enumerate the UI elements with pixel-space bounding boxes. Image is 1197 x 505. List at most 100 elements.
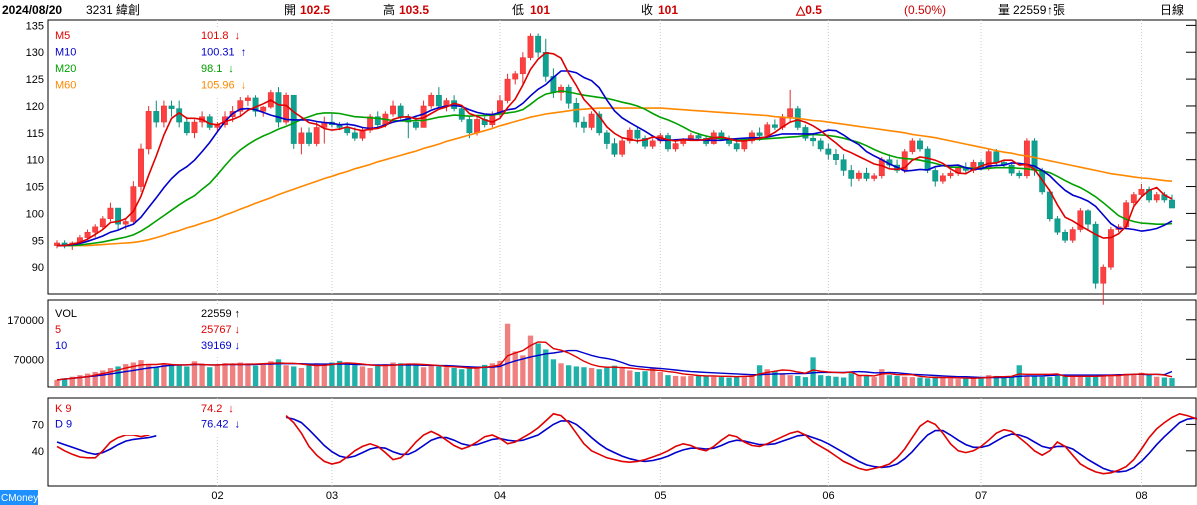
legend-series-value: 39169: [201, 340, 232, 352]
month-tick-label: 03: [326, 490, 338, 502]
volume-bar: [833, 376, 839, 386]
volume-bar: [1085, 377, 1091, 386]
candle-body: [749, 132, 755, 142]
volume-bar: [413, 365, 419, 386]
volume-bar: [184, 366, 190, 386]
volume-bar: [138, 360, 144, 386]
legend-series-value: 100.31: [201, 47, 235, 59]
volume-bar: [741, 375, 748, 386]
candle-body: [855, 172, 862, 179]
volume-bar: [161, 363, 167, 386]
volume-bar: [123, 364, 129, 386]
candle-body: [619, 140, 626, 155]
candle-body: [1085, 210, 1091, 225]
legend-series-name: D 9: [55, 419, 72, 431]
candle-body: [611, 143, 618, 155]
legend-series-name: VOL: [55, 308, 77, 320]
candle-body: [1046, 191, 1053, 220]
candle-body: [527, 35, 534, 58]
volume-bar: [260, 363, 266, 386]
volume-bar: [336, 360, 343, 386]
volume-tick-label: 70000: [13, 354, 44, 366]
candle-body: [917, 140, 923, 150]
candle-body: [642, 137, 648, 147]
volume-bar: [779, 373, 786, 386]
month-tick-label: 06: [822, 490, 834, 502]
volume-bar: [1047, 377, 1053, 386]
legend-series-arrow: ↓: [235, 30, 241, 42]
volume-bar: [451, 368, 457, 386]
volume-bar: [344, 363, 350, 386]
volume-bar: [703, 375, 709, 386]
volume-bar: [619, 368, 625, 386]
candle-body: [909, 140, 916, 152]
volume-bar: [581, 367, 587, 386]
volume-bar: [1131, 374, 1137, 386]
volume-bar: [543, 349, 549, 386]
kd-series-layer: [56, 412, 1197, 475]
legend-series-name: M10: [55, 47, 76, 59]
legend-series-name: M20: [55, 63, 76, 75]
volume-bar: [275, 359, 282, 386]
legend-box: [51, 306, 247, 357]
volume-bar: [695, 375, 702, 386]
legend-box: [51, 401, 247, 435]
volume-bar: [375, 365, 381, 386]
volume-bar: [1077, 376, 1084, 386]
candle-body: [466, 119, 473, 134]
volume-ma5-line: [56, 341, 1173, 381]
volume-bar: [947, 378, 954, 386]
volume-bar: [1031, 376, 1038, 386]
volume-bar: [100, 370, 106, 386]
candle-body: [458, 108, 465, 120]
month-tick-label: 07: [975, 490, 987, 502]
candle-body: [176, 108, 183, 123]
candle-body: [145, 111, 152, 150]
candle-body: [1146, 188, 1153, 201]
candle-body: [1069, 229, 1076, 241]
volume-bar: [802, 377, 809, 386]
candle-body: [634, 129, 641, 139]
candle-body: [993, 151, 1000, 163]
volume-bar: [405, 364, 411, 386]
volume-bar: [1138, 372, 1145, 386]
volume-bar: [871, 377, 877, 386]
volume-bar: [359, 366, 366, 386]
candle-body: [1023, 140, 1030, 177]
volume-bar: [940, 377, 946, 386]
volume-bar: [627, 370, 633, 386]
volume-bar: [711, 376, 717, 386]
price-tick-label: 105: [26, 182, 44, 194]
volume-bar: [1123, 373, 1129, 386]
candle-body: [741, 140, 748, 150]
candle-body: [1100, 266, 1107, 284]
volume-bar: [443, 367, 450, 386]
legend-series-arrow: ↓: [228, 403, 234, 415]
volume-tick-label: 170000: [7, 315, 44, 327]
volume-bar: [879, 369, 885, 386]
candle-body: [581, 121, 587, 128]
volume-bar: [588, 368, 595, 386]
candle-body: [153, 111, 160, 123]
volume-bar: [1100, 375, 1106, 386]
volume-bar: [199, 364, 205, 386]
volume-bar: [291, 366, 297, 386]
volume-bar: [466, 368, 473, 386]
volume-bar: [917, 377, 923, 386]
volume-bar: [611, 365, 618, 386]
candle-body: [1062, 231, 1069, 241]
volume-bar: [207, 367, 213, 386]
candle-body: [810, 137, 816, 142]
volume-bar: [168, 364, 175, 386]
volume-bar: [650, 367, 656, 386]
candle-body: [825, 148, 832, 155]
candle-body: [970, 162, 977, 171]
candle-body: [932, 170, 939, 182]
candle-body: [237, 100, 244, 112]
legend-series-name: 5: [55, 324, 61, 336]
price-tick-label: 120: [26, 101, 44, 113]
candle-body: [863, 172, 870, 179]
volume-bar: [894, 375, 900, 386]
legend-series-arrow: ↓: [241, 80, 247, 92]
candle-body: [107, 207, 114, 220]
